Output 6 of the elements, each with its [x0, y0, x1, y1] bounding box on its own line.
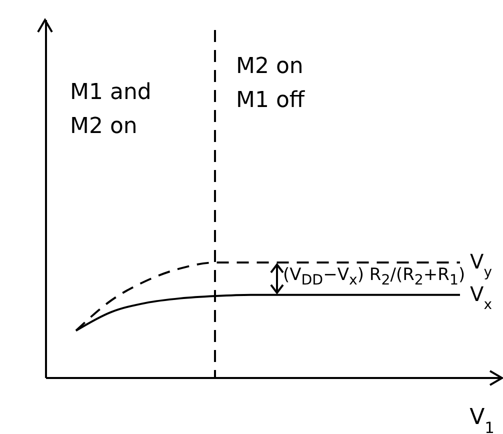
- series-label: V$_{y}$: [470, 250, 492, 281]
- text: M1 and M2 on: [70, 79, 152, 141]
- text: (V$_{DD}$−V$_{x}$) R$_{2}$/(R$_{2}$+R$_{1}$): [283, 264, 466, 288]
- series-label: V$_{x}$: [470, 282, 492, 313]
- x-axis-title: V$_{1}$: [470, 405, 494, 434]
- text: M2 on M1 off: [236, 53, 306, 115]
